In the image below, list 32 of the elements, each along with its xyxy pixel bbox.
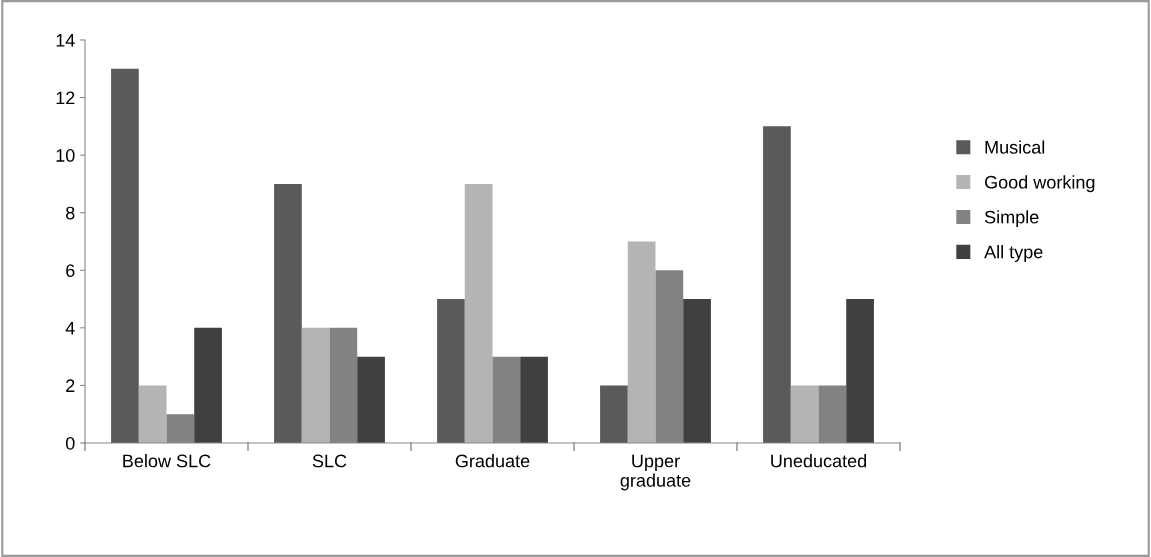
x-tick-label: Below SLC — [123, 454, 211, 468]
legend-label: Simple — [984, 210, 1039, 228]
y-tick-label: 8 — [66, 206, 75, 220]
bar — [194, 327, 222, 443]
bar — [790, 385, 819, 443]
x-tick-label: Upper graduate — [620, 454, 691, 491]
y-tick-label: 4 — [65, 321, 75, 335]
bar — [464, 183, 493, 443]
x-tick-label: SLC — [312, 454, 347, 468]
y-tick-label: 12 — [56, 91, 75, 105]
y-tick-label: 6 — [66, 264, 75, 278]
bar — [520, 356, 548, 443]
y-tick-label: 0 — [65, 436, 75, 450]
y-tick-label: 14 — [56, 34, 75, 47]
bar — [600, 385, 628, 443]
x-tick-label: Graduate — [455, 454, 530, 468]
legend-label: All type — [984, 245, 1043, 262]
bar — [138, 385, 167, 443]
legend-label: Musical — [985, 140, 1045, 154]
x-tick-label: Uneducated — [771, 454, 867, 468]
y-tick-label: 2 — [66, 379, 75, 392]
bar — [683, 299, 711, 443]
bar — [846, 299, 874, 443]
bar — [763, 126, 791, 443]
bar — [627, 241, 656, 443]
bar — [274, 183, 302, 443]
bar — [301, 327, 330, 443]
y-tick-label: 10 — [56, 149, 75, 162]
bar — [111, 68, 139, 443]
bar — [357, 356, 385, 443]
legend-label: Good working — [984, 175, 1095, 193]
bar — [437, 299, 465, 443]
